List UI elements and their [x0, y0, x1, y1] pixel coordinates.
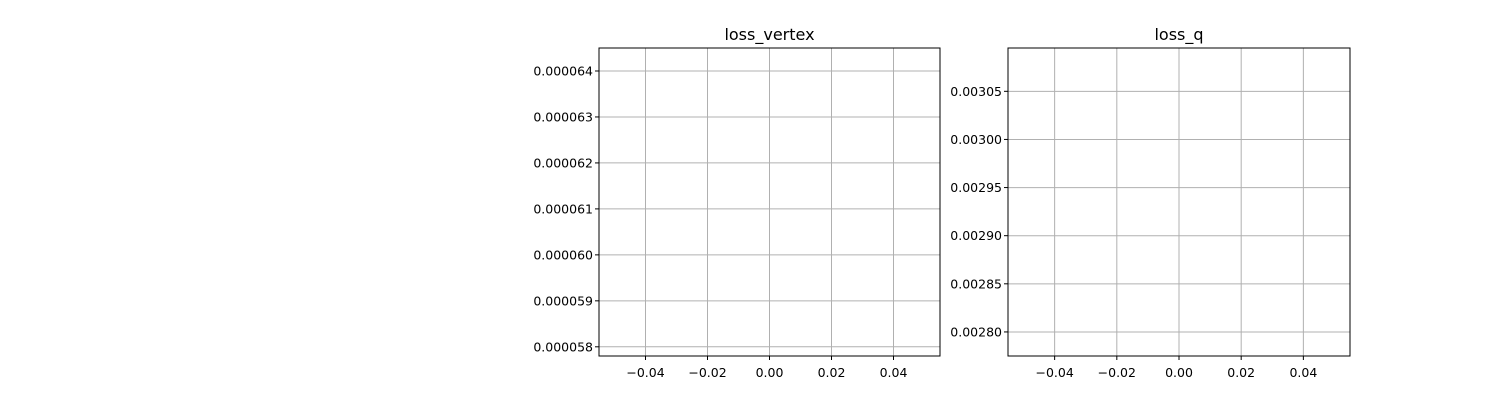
- subplot-loss-q: loss_q −0.04 −0.02 0.00 0.02 0.04 0.00280 0.00…: [950, 25, 1351, 380]
- ticks: −0.04 −0.02 0.00 0.02 0.04 0.00280 0.00285 0.00…: [950, 84, 1317, 380]
- y-tick-label: 0.00305: [950, 84, 1002, 99]
- y-tick-label: 0.000060: [533, 247, 593, 262]
- y-tick-label: 0.00295: [950, 180, 1002, 195]
- subplot-title: loss_vertex: [724, 25, 814, 45]
- x-tick-label: −0.02: [1098, 365, 1136, 380]
- x-tick-label: −0.02: [688, 365, 726, 380]
- x-tick-label: 0.02: [1227, 365, 1255, 380]
- subplot-title: loss_q: [1154, 25, 1203, 45]
- y-tick-label: 0.00300: [950, 132, 1002, 147]
- y-tick-label: 0.000061: [533, 201, 593, 216]
- y-tick-label: 0.00280: [950, 324, 1002, 339]
- x-tick-label: 0.02: [818, 365, 846, 380]
- x-tick-label: 0.04: [880, 365, 908, 380]
- x-tick-label: 0.04: [1289, 365, 1317, 380]
- y-tick-label: 0.00290: [950, 228, 1002, 243]
- subplot-loss-vertex: loss_vertex −0.04 −0.02 0.00 0.02 0.04 0.0000…: [533, 25, 941, 380]
- grid: [599, 48, 940, 356]
- y-tick-label: 0.000064: [533, 63, 593, 78]
- x-tick-label: 0.00: [1165, 365, 1193, 380]
- y-tick-label: 0.000059: [533, 293, 593, 308]
- x-tick-label: 0.00: [756, 365, 784, 380]
- ticks: −0.04 −0.02 0.00 0.02 0.04 0.000058 0.000059 0.…: [533, 63, 907, 380]
- y-tick-label: 0.00285: [950, 276, 1002, 291]
- x-tick-label: −0.04: [1035, 365, 1073, 380]
- y-tick-label: 0.000063: [533, 109, 593, 124]
- y-tick-label: 0.000058: [533, 339, 593, 354]
- y-tick-label: 0.000062: [533, 155, 593, 170]
- x-tick-label: −0.04: [626, 365, 664, 380]
- grid: [1008, 48, 1350, 356]
